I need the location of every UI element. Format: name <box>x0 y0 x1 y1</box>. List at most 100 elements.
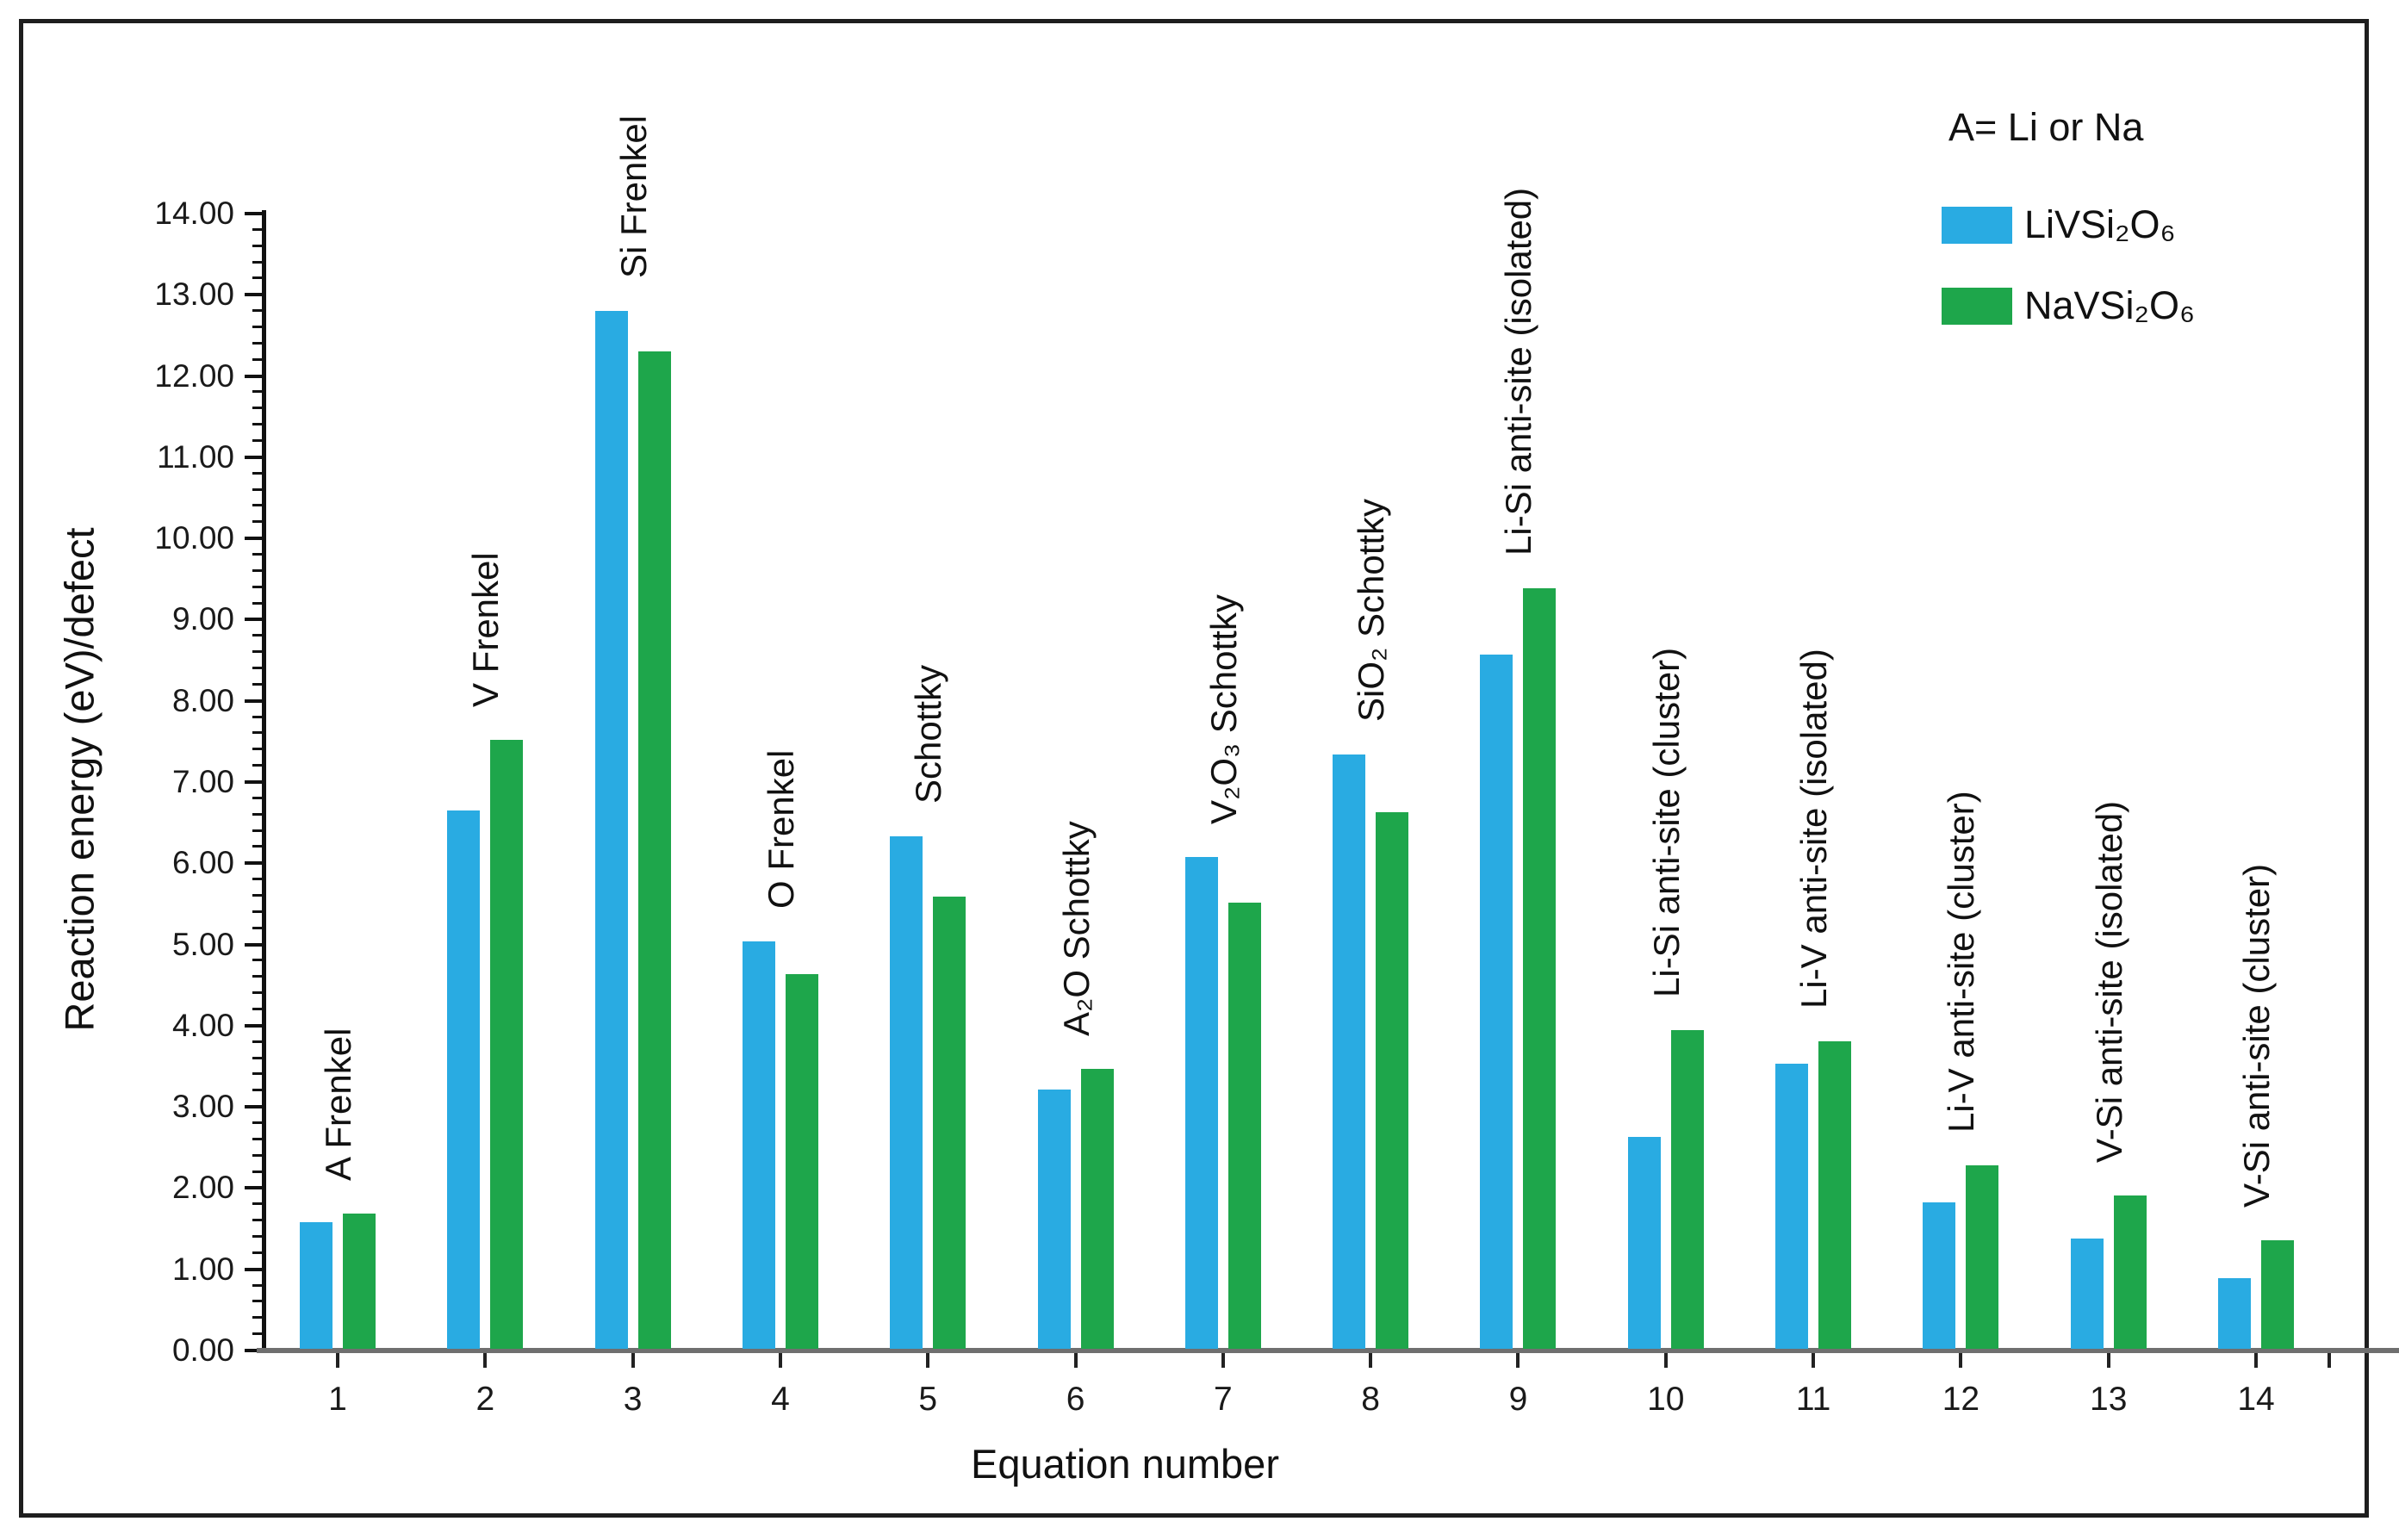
y-axis-major-tick <box>245 1186 262 1190</box>
bar-navsio-eq11 <box>1818 1040 1852 1349</box>
y-axis-minor-tick <box>252 667 262 669</box>
bar-livsio-eq12 <box>1923 1202 1956 1349</box>
y-axis-minor-tick <box>252 276 262 280</box>
x-axis-tick-label: 5 <box>918 1381 938 1418</box>
y-axis-minor-tick <box>252 244 262 247</box>
x-axis-tick-label: 14 <box>2237 1381 2275 1418</box>
x-axis-tick-label: 13 <box>2090 1381 2128 1418</box>
y-axis-major-tick <box>245 293 262 297</box>
y-axis-minor-tick <box>252 910 262 913</box>
x-axis-tick-label: 7 <box>1214 1381 1233 1418</box>
bar-livsio-eq3 <box>594 311 628 1349</box>
y-axis-minor-tick <box>252 1170 262 1173</box>
bar-group-label: V₂O₃ Schottky <box>1203 593 1244 824</box>
x-axis-tick-label: 9 <box>1508 1381 1528 1418</box>
y-axis-minor-tick <box>252 634 262 637</box>
y-axis-minor-tick <box>252 796 262 799</box>
bar-navsio-eq9 <box>1523 588 1557 1349</box>
y-axis-minor-tick <box>252 1137 262 1140</box>
y-axis-minor-tick <box>252 731 262 735</box>
y-axis-tick-label: 11.00 <box>157 438 234 475</box>
y-axis-minor-tick <box>252 764 262 767</box>
y-axis-minor-tick <box>252 1153 262 1157</box>
x-axis-tick <box>926 1353 930 1368</box>
bar-navsio-eq4 <box>785 974 818 1349</box>
y-axis-tick-label: 9.00 <box>171 601 234 637</box>
x-axis-tick <box>1812 1353 1816 1368</box>
x-axis-tick-label: 4 <box>771 1381 790 1418</box>
y-axis-minor-tick <box>252 975 262 978</box>
bar-livsio-eq1 <box>300 1221 333 1349</box>
bar-group-label: Li-Si anti-site (cluster) <box>1645 648 1687 998</box>
y-axis-tick-label: 2.00 <box>171 1170 234 1206</box>
y-axis-major-tick <box>245 455 262 459</box>
y-axis-minor-tick <box>252 1008 262 1010</box>
bar-navsio-eq2 <box>490 739 524 1349</box>
bar-navsio-eq6 <box>1080 1068 1114 1349</box>
y-axis-tick-label: 1.00 <box>171 1251 234 1287</box>
y-axis-minor-tick <box>252 1235 262 1238</box>
x-axis-tick <box>2106 1353 2110 1368</box>
y-axis-major-tick <box>245 780 262 784</box>
y-axis-minor-tick <box>252 471 262 475</box>
y-axis-minor-tick <box>252 812 262 816</box>
y-axis-minor-tick <box>252 309 262 313</box>
y-axis-major-tick <box>245 861 262 866</box>
y-axis-minor-tick <box>252 601 262 605</box>
y-axis-minor-tick <box>252 568 262 572</box>
y-axis-minor-tick <box>252 715 262 718</box>
bar-group-label: O Frenkel <box>760 749 801 909</box>
y-axis-major-tick <box>245 212 262 215</box>
y-axis-minor-tick <box>252 423 262 426</box>
y-axis-minor-tick <box>252 520 262 524</box>
y-axis-minor-tick <box>252 1072 262 1076</box>
bar-livsio-eq8 <box>1333 754 1366 1349</box>
bar-livsio-eq10 <box>1627 1136 1661 1349</box>
y-axis-minor-tick <box>252 227 262 231</box>
x-axis-tick <box>1073 1353 1078 1368</box>
legend-swatch-livsi2o6 <box>1942 207 2012 244</box>
y-axis-major-tick <box>245 537 262 541</box>
y-axis-minor-tick <box>252 357 262 361</box>
y-axis-major-tick <box>245 699 262 703</box>
y-axis-minor-tick <box>252 748 262 751</box>
y-axis-minor-tick <box>252 1089 262 1092</box>
bar-group-label: V-Si anti-site (isolated) <box>2088 800 2129 1163</box>
y-axis-minor-tick <box>252 650 262 654</box>
bar-livsio-eq11 <box>1775 1064 1809 1349</box>
x-axis-tick <box>1663 1353 1668 1368</box>
y-axis-minor-tick <box>252 1332 262 1336</box>
x-axis-tick <box>483 1353 488 1368</box>
x-axis-tick-label: 12 <box>1942 1381 1980 1418</box>
bar-group-label: V-Si anti-site (cluster) <box>2236 863 2278 1208</box>
bar-livsio-eq7 <box>1184 856 1218 1349</box>
y-axis-minor-tick <box>252 1300 262 1303</box>
y-axis-major-tick <box>245 1267 262 1271</box>
y-axis-minor-tick <box>252 407 262 410</box>
bar-livsio-eq4 <box>742 941 775 1349</box>
y-axis-major-tick <box>245 1105 262 1109</box>
bar-navsio-eq14 <box>2261 1239 2295 1349</box>
y-axis-minor-tick <box>252 682 262 686</box>
y-axis-minor-tick <box>252 1283 262 1287</box>
y-axis-minor-tick <box>252 487 262 491</box>
bar-navsio-eq10 <box>1670 1030 1704 1349</box>
y-axis-major-tick <box>245 1349 262 1352</box>
y-axis-minor-tick <box>252 585 262 588</box>
y-axis-tick-label: 7.00 <box>171 764 234 799</box>
x-axis-tick <box>631 1353 635 1368</box>
y-axis-minor-tick <box>252 878 262 881</box>
y-axis-major-tick <box>245 1023 262 1028</box>
x-axis-tick-label: 2 <box>475 1381 495 1418</box>
y-axis-minor-tick <box>252 260 262 264</box>
x-axis-tick-label: 8 <box>1361 1381 1380 1418</box>
y-axis-minor-tick <box>252 326 262 328</box>
x-axis-tick <box>1369 1353 1373 1368</box>
y-axis-tick-label: 4.00 <box>171 1007 234 1043</box>
y-axis-tick-label: 0.00 <box>171 1332 234 1368</box>
y-axis-tick-label: 14.00 <box>154 196 234 231</box>
y-axis-minor-tick <box>252 894 262 897</box>
figure-border <box>19 19 2369 1518</box>
x-axis-tick <box>336 1353 339 1368</box>
y-axis-minor-tick <box>252 341 262 345</box>
